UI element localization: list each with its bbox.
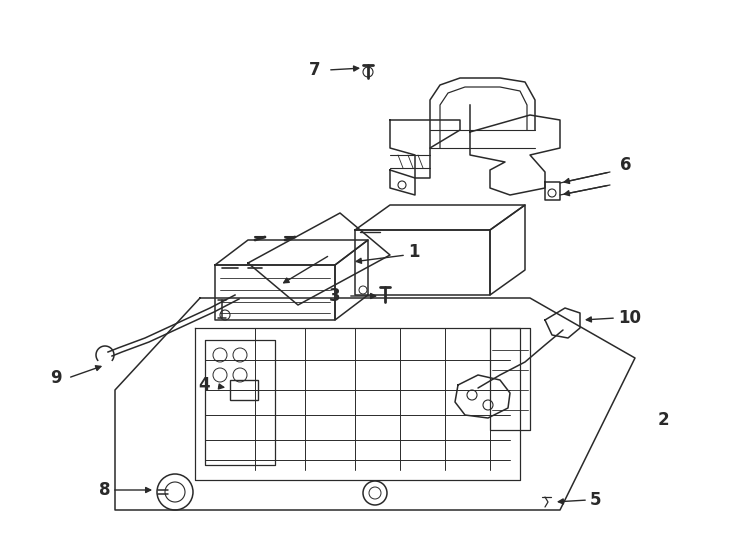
Text: 1: 1 [408,243,420,261]
Text: 4: 4 [198,376,210,394]
Bar [230,380,258,400]
Text: 10: 10 [618,309,641,327]
Text: 2: 2 [658,411,669,429]
Text: 5: 5 [590,491,601,509]
Text: 6: 6 [620,156,631,174]
Text: 8: 8 [98,481,110,499]
Text: 7: 7 [308,61,320,79]
Text: 9: 9 [51,369,62,387]
Text: 3: 3 [328,287,340,305]
